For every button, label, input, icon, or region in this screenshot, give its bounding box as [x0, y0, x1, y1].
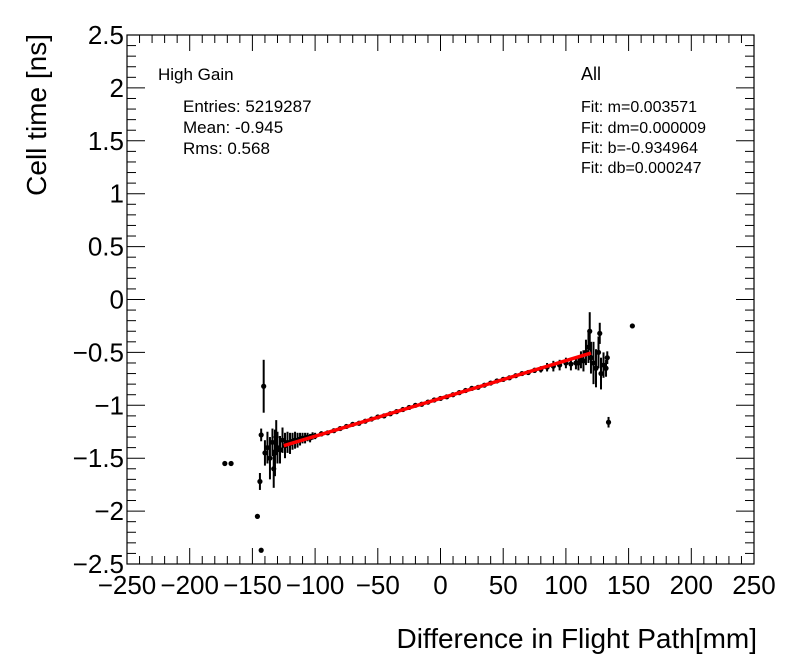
- data-point: [258, 547, 264, 553]
- data-point: [568, 361, 574, 367]
- data-point: [597, 330, 603, 336]
- category-label: All: [581, 64, 601, 84]
- x-axis-tick-labels: −250 −200 −150 −100 −50 0 50 100 150 200 250: [98, 570, 776, 600]
- fit-dm-label: Fit: dm=0.000009: [581, 120, 706, 137]
- y-tick-label: −2: [94, 496, 124, 526]
- y-tick-label: 0.5: [88, 232, 124, 262]
- x-tick-label: −50: [356, 570, 400, 600]
- data-point: [254, 513, 261, 519]
- x-axis-ticks: [126, 35, 755, 564]
- y-tick-label: 2: [110, 73, 124, 103]
- fit-db-label: Fit: db=0.000247: [581, 160, 702, 177]
- data-point: [264, 445, 271, 451]
- data-point: [588, 355, 594, 361]
- x-tick-label: 100: [544, 570, 587, 600]
- data-point: [257, 478, 263, 485]
- mean-label: Mean: -0.945: [183, 118, 283, 137]
- x-axis-title: Difference in Flight Path[mm]: [396, 623, 757, 654]
- x-tick-label: 0: [433, 570, 447, 600]
- data-point: [269, 439, 276, 445]
- x-tick-label: −200: [160, 570, 219, 600]
- y-axis-ticks: [127, 34, 754, 565]
- x-tick-label: 50: [489, 570, 518, 600]
- x-tick-label: 150: [607, 570, 650, 600]
- y-tick-label: 1.5: [88, 126, 124, 156]
- data-point: [603, 365, 609, 371]
- x-tick-label: −100: [286, 570, 345, 600]
- x-tick-label: 250: [732, 570, 775, 600]
- y-tick-label: 1: [110, 179, 124, 209]
- data-point: [598, 370, 604, 377]
- data-point: [593, 365, 599, 371]
- fit-m-label: Fit: m=0.003571: [581, 99, 697, 116]
- data-point: [604, 355, 610, 361]
- x-tick-label: 200: [670, 570, 713, 600]
- data-point: [222, 460, 228, 467]
- y-tick-label: −0.5: [73, 337, 124, 367]
- data-point: [580, 358, 587, 364]
- y-tick-label: 2.5: [88, 20, 124, 50]
- y-axis-title: Cell time [ns]: [21, 34, 52, 196]
- y-axis-tick-labels: −2.5 −2 −1.5 −1 −0.5 0 0.5 1 1.5 2 2.5: [73, 20, 124, 579]
- data-point: [228, 460, 234, 467]
- gain-label: High Gain: [158, 65, 234, 84]
- data-point: [267, 455, 273, 461]
- data-point: [587, 328, 593, 334]
- fit-line: [283, 351, 592, 448]
- y-tick-label: −1.5: [73, 443, 124, 473]
- y-tick-label: −2.5: [73, 549, 124, 579]
- data-point: [258, 432, 264, 438]
- data-point: [595, 349, 602, 355]
- data-point: [590, 360, 597, 366]
- rms-label: Rms: 0.568: [183, 139, 270, 158]
- y-tick-label: 0: [110, 285, 124, 315]
- data-points: [222, 312, 635, 553]
- data-point: [262, 450, 268, 456]
- x-tick-label: −150: [223, 570, 282, 600]
- entries-label: Entries: 5219287: [183, 97, 312, 116]
- data-point: [261, 383, 267, 389]
- data-point: [605, 419, 612, 425]
- y-tick-label: −1: [94, 390, 124, 420]
- data-point: [279, 437, 286, 443]
- x-tick-label: −250: [98, 570, 157, 600]
- data-point: [277, 447, 283, 453]
- fit-b-label: Fit: b=-0.934964: [581, 140, 698, 157]
- data-point: [629, 323, 635, 329]
